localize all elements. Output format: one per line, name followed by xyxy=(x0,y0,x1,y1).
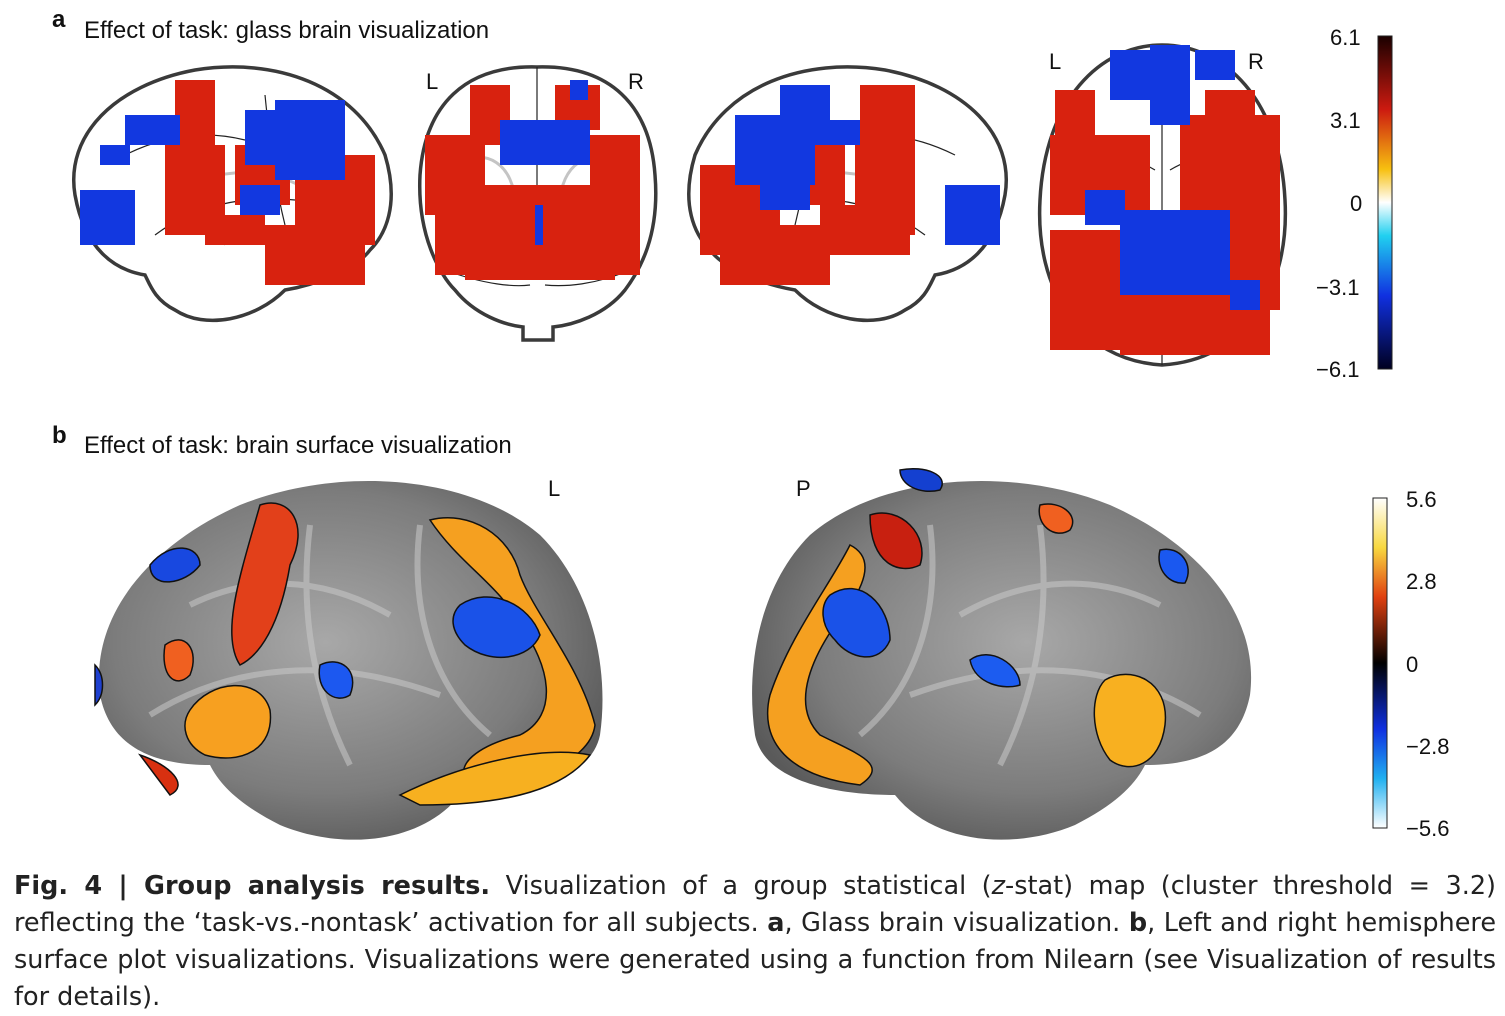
caption-text-3: , Glass brain visualization. xyxy=(784,908,1129,938)
colorbar-a-tick-4: −3.1 xyxy=(1316,275,1360,300)
coronal-orient-right: R xyxy=(628,69,644,94)
caption-z: z xyxy=(991,871,1006,901)
caption-text-2: -stat) map (cluster threshold = 3.2) ref… xyxy=(14,871,1496,938)
colorbar-b-tick-1: 5.6 xyxy=(1406,487,1437,512)
glass-brain-sagittal-left xyxy=(72,65,393,323)
coronal-orient-left: L xyxy=(426,69,439,94)
axial-orient-right: R xyxy=(1248,49,1264,74)
panel-b-title: Effect of task: brain surface visualizat… xyxy=(84,432,512,459)
glass-brain-coronal xyxy=(418,65,658,342)
panel-a-letter: a xyxy=(52,6,66,33)
colorbar-a-tick-3: 0 xyxy=(1350,191,1363,216)
colorbar-b-tick-3: 0 xyxy=(1406,652,1419,677)
surface-orient-left: L xyxy=(548,476,561,501)
caption-text-1: Visualization of a group statistical ( xyxy=(490,871,992,901)
colorbar-b-tick-4: −2.8 xyxy=(1406,734,1450,759)
caption-b: b xyxy=(1128,908,1148,938)
colorbar-b-tick-2: 2.8 xyxy=(1406,569,1437,594)
surface-left-hemisphere xyxy=(94,481,603,840)
surface-orient-posterior: P xyxy=(796,476,811,501)
caption-a: a xyxy=(767,908,785,938)
panel-a-title: Effect of task: glass brain visualizatio… xyxy=(84,17,490,44)
colorbar-panel-a xyxy=(1377,35,1393,370)
caption-label: Fig. 4 | Group analysis results. xyxy=(14,871,491,901)
surface-right-hemisphere xyxy=(752,468,1252,840)
colorbar-b-tick-5: −5.6 xyxy=(1406,816,1450,841)
colorbar-a-tick-2: 3.1 xyxy=(1330,108,1361,133)
colorbar-a-tick-1: 6.1 xyxy=(1330,25,1361,50)
glass-brain-axial xyxy=(1037,43,1288,367)
panel-b-letter: b xyxy=(52,422,67,449)
colorbar-a-tick-5: −6.1 xyxy=(1316,357,1360,382)
colorbar-panel-b xyxy=(1372,497,1388,829)
glass-brain-sagittal-right xyxy=(687,65,1008,323)
axial-orient-left: L xyxy=(1049,49,1062,74)
figure-caption: Fig. 4 | Group analysis results. Visuali… xyxy=(14,868,1496,1016)
